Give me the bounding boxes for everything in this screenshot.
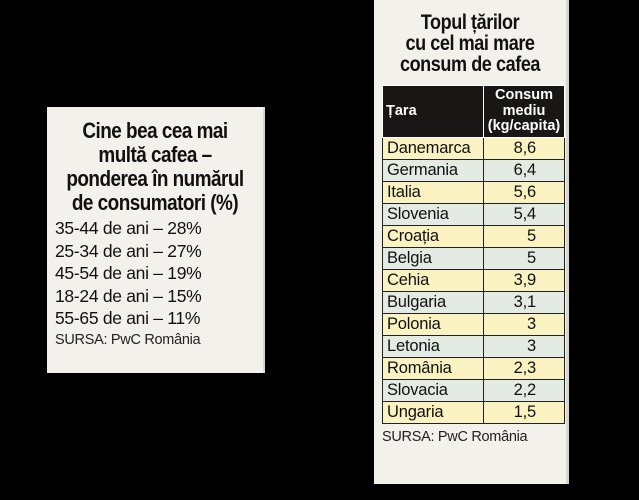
consumption-title: Topul țărilor cu cel mai mare consum de … — [387, 12, 552, 75]
value-cell: 3 — [483, 312, 565, 336]
title-line: multă cafea – — [98, 142, 212, 167]
country-cell: Italia — [382, 180, 484, 204]
list-item: 35-44 de ani – 28% — [55, 218, 202, 238]
country-cell: Slovacia — [382, 378, 484, 402]
source-note: SURSA: PwC România — [55, 331, 201, 348]
value-cell: 5 — [483, 246, 565, 270]
country-cell: România — [382, 356, 484, 380]
value-cell: 2,2 — [483, 378, 565, 402]
title-line: Cine bea cea mai — [82, 118, 228, 143]
age-share-list: 35-44 de ani – 28% 25-34 de ani – 27% 45… — [47, 217, 263, 330]
table-row: Cehia 3,9 — [382, 268, 565, 292]
country-cell: Croația — [382, 224, 484, 248]
value-cell: 3 — [483, 334, 565, 358]
table-row: Belgia 5 — [382, 246, 565, 270]
table-row: Danemarca 8,6 — [382, 136, 565, 160]
title-line: cu cel mai mare — [405, 32, 535, 55]
table-row: Germania 6,4 — [382, 158, 565, 182]
table-row: Croația 5 — [382, 224, 565, 248]
value-cell: 5,4 — [483, 202, 565, 226]
country-cell: Slovenia — [382, 202, 484, 226]
title-line: ponderea în numărul — [66, 166, 244, 191]
country-cell: Belgia — [382, 246, 484, 270]
list-item: 45-54 de ani – 19% — [55, 263, 202, 283]
country-cell: Ungaria — [382, 400, 484, 424]
value-cell: 8,6 — [483, 136, 565, 160]
value-cell: 2,3 — [483, 356, 565, 380]
list-item: 18-24 de ani – 15% — [55, 285, 202, 306]
table-row: Slovenia 5,4 — [382, 202, 565, 226]
header-line: Consum — [495, 87, 553, 103]
header-line: (kg/capita) — [487, 118, 561, 134]
table-row: Letonia 3 — [382, 334, 565, 358]
table-row: Ungaria 1,5 — [382, 400, 565, 424]
value-cell: 3,9 — [483, 268, 565, 292]
value-cell: 5 — [483, 224, 565, 248]
value-cell: 1,5 — [483, 400, 565, 424]
table-row: Bulgaria 3,1 — [382, 290, 565, 314]
header-country: Țara — [382, 85, 484, 138]
table-header-row: Țara Consum mediu (kg/capita) — [382, 85, 565, 138]
country-cell: Cehia — [382, 268, 484, 292]
value-cell: 6,4 — [483, 158, 565, 182]
table-row: România 2,3 — [382, 356, 565, 380]
header-line: mediu — [502, 102, 546, 119]
list-item: 25-34 de ani – 27% — [55, 240, 202, 261]
table-row: Italia 5,6 — [382, 180, 565, 204]
title-line: Topul țărilor — [420, 11, 520, 34]
source-note: SURSA: PwC România — [382, 428, 528, 445]
country-cell: Polonia — [382, 312, 484, 336]
age-share-title: Cine bea cea mai multă cafea – ponderea … — [62, 119, 248, 215]
table-row: Polonia 3 — [382, 312, 565, 336]
country-cell: Germania — [382, 158, 484, 182]
value-cell: 5,6 — [483, 180, 565, 204]
title-line: de consumatori (%) — [71, 190, 239, 215]
country-cell: Bulgaria — [382, 290, 484, 314]
consumption-table: Țara Consum mediu (kg/capita) Danemarca 8… — [382, 85, 565, 424]
age-share-box: Cine bea cea mai multă cafea – ponderea … — [47, 107, 265, 373]
coffee-consumption-box: Topul țărilor cu cel mai mare consum de … — [374, 0, 569, 484]
list-item: 55-65 de ani – 11% — [55, 308, 201, 328]
country-cell: Letonia — [382, 334, 484, 358]
header-consumption: Consum mediu (kg/capita) — [483, 85, 565, 138]
table-row: Slovacia 2,2 — [382, 378, 565, 402]
country-cell: Danemarca — [382, 136, 484, 160]
title-line: consum de cafea — [399, 53, 541, 76]
value-cell: 3,1 — [483, 290, 565, 314]
